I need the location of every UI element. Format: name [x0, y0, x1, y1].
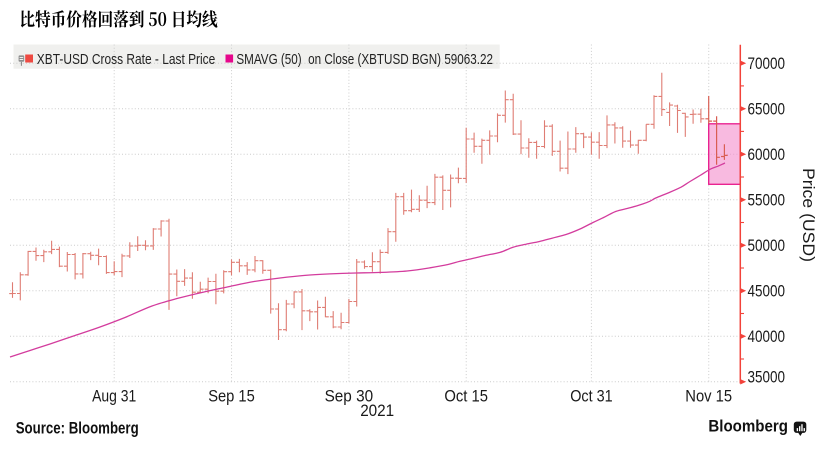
svg-text:Price (USD): Price (USD) [799, 168, 817, 262]
svg-text:70000: 70000 [748, 55, 786, 73]
svg-text:Oct 15: Oct 15 [444, 388, 488, 406]
svg-text:Aug 31: Aug 31 [92, 388, 136, 406]
svg-text:65000: 65000 [748, 101, 786, 119]
svg-text:SMAVG (50) on Close (XBTUSD B: SMAVG (50) on Close (XBTUSD BGN) 59063.2… [236, 51, 493, 68]
svg-text:Source: Bloomberg: Source: Bloomberg [16, 420, 139, 438]
svg-text:Sep 30: Sep 30 [325, 388, 374, 406]
svg-text:35000: 35000 [748, 368, 786, 386]
svg-text:50000: 50000 [748, 237, 786, 255]
svg-text:45000: 45000 [748, 283, 786, 301]
svg-text:Bloomberg: Bloomberg [708, 418, 788, 436]
svg-text:40000: 40000 [748, 328, 786, 346]
svg-text:55000: 55000 [748, 192, 786, 210]
svg-text:60000: 60000 [748, 146, 786, 164]
svg-text:XBT-USD Cross Rate - Last Pric: XBT-USD Cross Rate - Last Price [37, 51, 216, 68]
svg-text:Sep 15: Sep 15 [208, 388, 255, 406]
svg-text:2021: 2021 [360, 402, 394, 420]
svg-text:Nov 15: Nov 15 [685, 388, 732, 406]
svg-text:Oct 31: Oct 31 [570, 388, 612, 406]
